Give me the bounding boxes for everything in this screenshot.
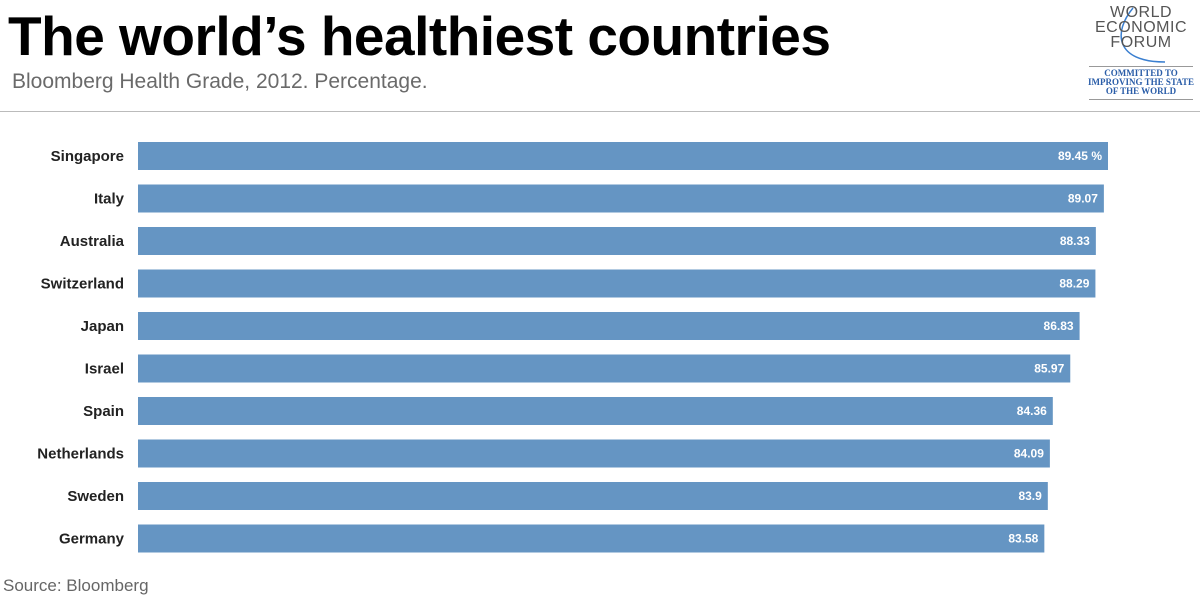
- bar: [138, 142, 1108, 170]
- logo-tagline: IMPROVING THE STATE: [1087, 77, 1195, 87]
- bar: [138, 524, 1045, 553]
- bar: [138, 397, 1053, 425]
- bar: [138, 227, 1096, 255]
- category-label: Italy: [94, 191, 125, 208]
- logo-arc-icon: [1120, 7, 1166, 63]
- category-label: Sweden: [67, 488, 124, 505]
- logo-text: ECONOMIC: [1095, 19, 1187, 36]
- data-label: 86.83: [1044, 319, 1074, 333]
- bar: [138, 354, 1071, 383]
- logo-text: WORLD: [1109, 4, 1173, 21]
- category-label: Singapore: [51, 148, 124, 165]
- wef-logo: WORLD ECONOMIC FORUM COMMITTED TO IMPROV…: [1085, 2, 1197, 110]
- category-label: Netherlands: [37, 446, 124, 463]
- category-label: Israel: [85, 361, 124, 378]
- data-label: 84.09: [1014, 447, 1044, 461]
- logo-tagline: OF THE WORLD: [1105, 86, 1177, 96]
- category-label: Spain: [83, 403, 124, 420]
- category-label: Japan: [81, 318, 124, 335]
- data-label: 89.45 %: [1058, 149, 1102, 163]
- logo-text: FORUM: [1110, 34, 1172, 51]
- data-label: 83.9: [1018, 489, 1042, 503]
- data-label: 85.97: [1034, 362, 1064, 376]
- bar: [138, 482, 1048, 510]
- chart-subtitle: Bloomberg Health Grade, 2012. Percentage…: [12, 70, 428, 93]
- header-divider: [0, 111, 1200, 112]
- bar: [138, 439, 1050, 468]
- bar-chart: Singapore 89.45 % Italy 89.07 Australia 88.33…: [37, 142, 1108, 553]
- bar: [138, 184, 1104, 213]
- data-label: 89.07: [1068, 192, 1098, 206]
- logo-tagline: COMMITTED TO: [1104, 68, 1178, 78]
- bar: [138, 312, 1080, 340]
- category-label: Germany: [59, 531, 125, 548]
- data-label: 84.36: [1017, 404, 1047, 418]
- data-label: 88.33: [1060, 234, 1090, 248]
- category-label: Switzerland: [41, 276, 124, 293]
- source-note: Source: Bloomberg: [3, 576, 149, 595]
- data-label: 88.29: [1059, 277, 1089, 291]
- data-label: 83.58: [1008, 532, 1038, 546]
- category-label: Australia: [60, 233, 125, 250]
- bar: [138, 269, 1096, 298]
- chart-title: The world’s healthiest countries: [8, 5, 831, 67]
